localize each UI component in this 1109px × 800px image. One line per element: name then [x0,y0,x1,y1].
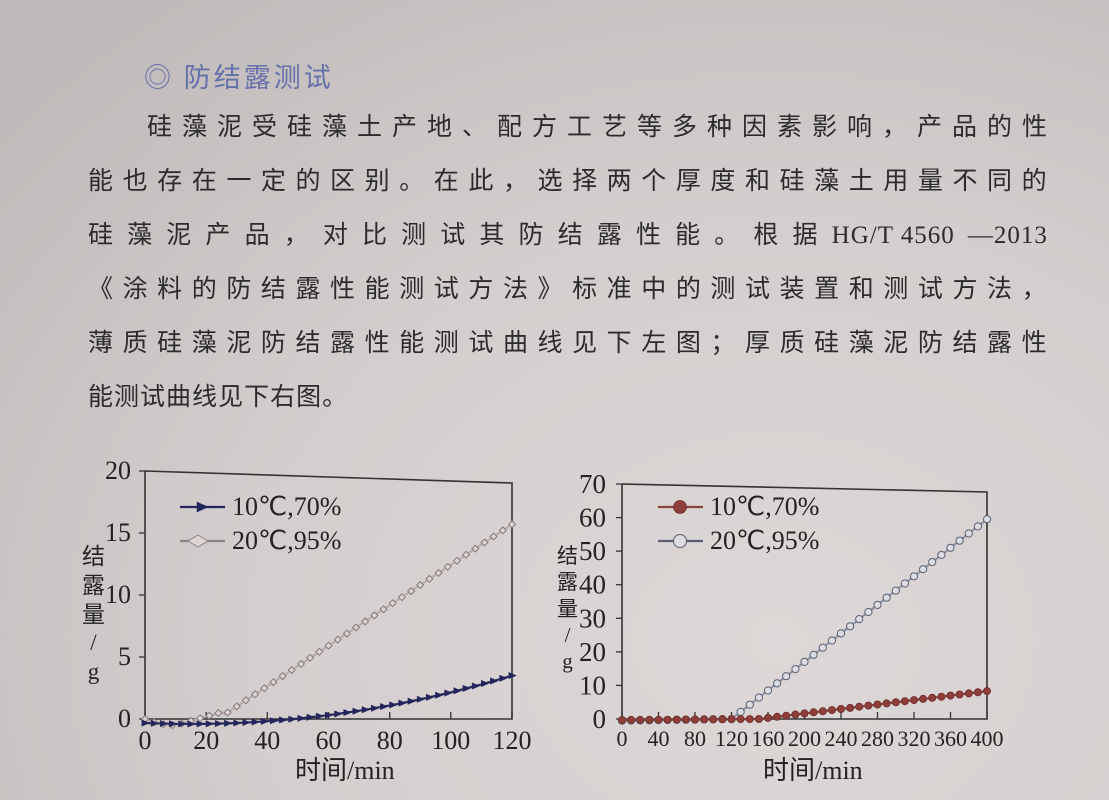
svg-text:0: 0 [617,726,628,751]
svg-text:240: 240 [825,726,858,751]
svg-text:20: 20 [579,637,606,667]
svg-text:160: 160 [752,726,785,751]
svg-text:40: 40 [579,570,606,600]
svg-text:70: 70 [579,469,606,499]
svg-text:200: 200 [788,726,821,751]
svg-text:80: 80 [684,726,706,751]
svg-text:40: 40 [648,726,670,751]
svg-text:0: 0 [593,704,607,734]
svg-text:280: 280 [861,726,894,751]
svg-text:10: 10 [579,670,606,700]
svg-text:120: 120 [715,726,748,751]
svg-text:400: 400 [971,726,1004,751]
svg-text:320: 320 [898,726,931,751]
svg-text:50: 50 [579,536,606,566]
svg-text:30: 30 [579,603,606,633]
svg-text:360: 360 [934,726,967,751]
svg-text:60: 60 [579,503,606,533]
